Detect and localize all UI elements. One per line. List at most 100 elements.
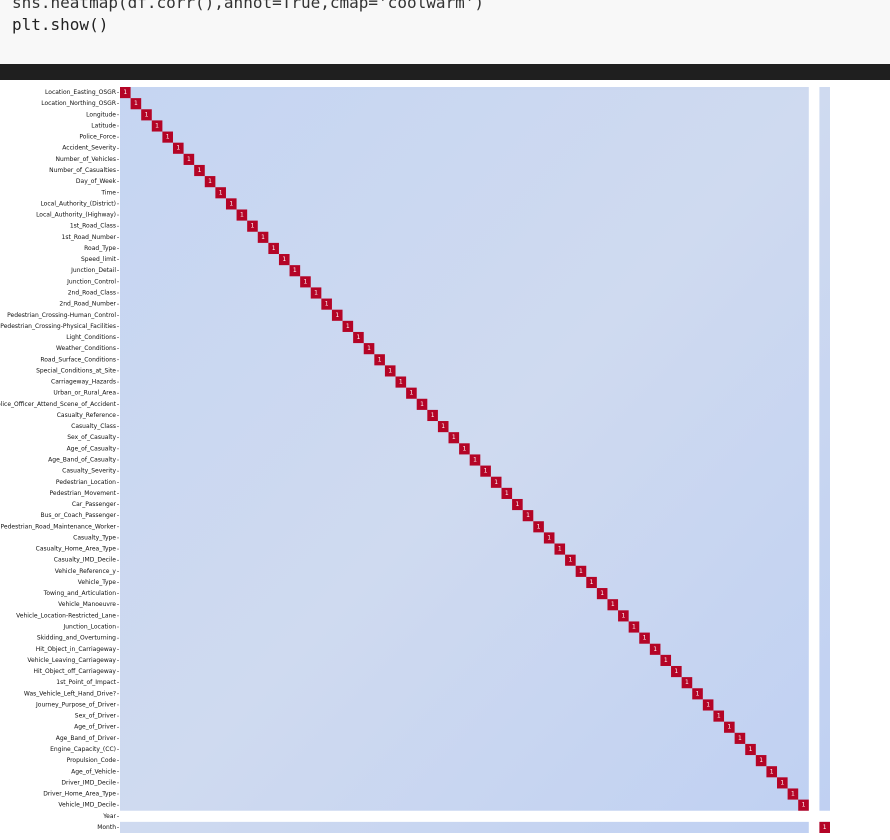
row-label: Pedestrian_Movement <box>50 490 117 497</box>
cell-annotation: 1 <box>802 802 806 809</box>
cell-annotation: 1 <box>611 601 615 608</box>
code-cell[interactable]: sns.heatmap(df.corr(),annot=True,cmap='c… <box>0 0 890 64</box>
diagonal-cell <box>660 654 672 666</box>
diagonal-cell <box>596 588 608 600</box>
row-label: Casualty_IMD_Decile <box>54 557 117 564</box>
diagonal-cell <box>713 710 725 722</box>
cell-annotation: 1 <box>494 479 498 486</box>
row-label: Sex_of_Casualty <box>67 434 116 441</box>
diagonal-cell <box>607 599 619 611</box>
diagonal-cell <box>437 421 449 433</box>
diagonal-cell <box>586 576 597 589</box>
cell-annotation: 1 <box>558 546 562 553</box>
diagonal-cell <box>384 365 396 377</box>
row-label: Junction_Detail <box>70 267 116 274</box>
row-label: Age_Band_of_Casualty <box>48 457 116 464</box>
cell-annotation: 1 <box>590 579 594 586</box>
row-label: Junction_Location <box>62 624 116 631</box>
blank-row <box>120 810 830 822</box>
diagonal-cell <box>787 788 799 800</box>
diagonal-cell <box>204 176 216 188</box>
diagonal-cell <box>300 276 311 288</box>
diagonal-cell <box>702 699 714 711</box>
diagonal-cell <box>459 443 470 455</box>
diagonal-cell <box>575 565 587 577</box>
cell-annotation: 1 <box>505 490 509 497</box>
row-label: Vehicle_Location-Restricted_Lane <box>16 612 116 619</box>
diagonal-cell <box>310 287 322 299</box>
cell-annotation: 1 <box>134 100 138 107</box>
cell-annotation: 1 <box>452 434 456 441</box>
cell-annotation: 1 <box>399 379 403 386</box>
row-label: Carriageway_Hazards <box>51 379 116 386</box>
diagonal-cell <box>194 164 205 177</box>
cell-annotation: 1 <box>357 334 361 341</box>
cell-annotation: 1 <box>537 523 541 530</box>
diagonal-cell <box>798 799 809 811</box>
cell-annotation: 1 <box>749 746 753 753</box>
cell-annotation: 1 <box>198 167 202 174</box>
diagonal-cell <box>554 543 566 555</box>
cell-annotation: 1 <box>632 624 636 631</box>
code-line: sns.heatmap(df.corr(),annot=True,cmap='c… <box>12 0 485 12</box>
row-label: Casualty_Class <box>71 423 116 430</box>
row-label: Car_Passenger <box>72 501 117 508</box>
diagonal-cell <box>321 298 332 310</box>
cell-annotation: 1 <box>123 89 127 96</box>
row-label: 2nd_Road_Class <box>68 289 116 296</box>
diagonal-cell <box>681 677 693 689</box>
diagonal-cell <box>427 409 438 422</box>
cell-annotation: 1 <box>145 111 149 118</box>
cell-annotation: 1 <box>717 713 721 720</box>
cell-annotation: 1 <box>484 468 488 475</box>
row-label: Police_Force <box>79 134 116 141</box>
row-label: Casualty_Severity <box>62 468 116 475</box>
row-label: Was_Vehicle_Left_Hand_Drive? <box>24 690 116 697</box>
row-label: Age_of_Vehicle <box>71 768 116 775</box>
row-label: Pedestrian_Road_Maintenance_Worker <box>0 523 116 530</box>
cell-annotation: 1 <box>420 401 424 408</box>
row-label: 1st_Road_Number <box>62 234 117 241</box>
row-label: Year <box>102 813 116 820</box>
diagonal-cell <box>289 265 301 277</box>
row-label: Road_Type <box>84 245 116 252</box>
row-label: Location_Easting_OSGR <box>45 89 116 96</box>
row-label: Light_Conditions <box>66 334 116 341</box>
diagonal-cell <box>268 242 279 255</box>
row-label: Age_Band_of_Driver <box>56 735 117 742</box>
cell-annotation: 1 <box>293 267 297 274</box>
diagonal-cell <box>522 510 534 522</box>
row-label: Weather_Conditions <box>56 345 116 352</box>
diagonal-cell <box>671 665 682 678</box>
row-label: Casualty_Type <box>73 534 116 541</box>
diagonal-cell <box>734 732 746 744</box>
cell-annotation: 1 <box>176 145 180 152</box>
row-label: Vehicle_Reference_y <box>55 568 117 575</box>
cell-annotation: 1 <box>515 501 519 508</box>
row-label: Pedestrian_Crossing-Human_Control <box>7 312 116 319</box>
row-label: Sex_of_Driver <box>75 713 117 720</box>
cell-annotation: 1 <box>579 568 583 575</box>
cell-annotation: 1 <box>261 234 265 241</box>
cell-annotation: 1 <box>410 390 414 397</box>
row-label: Engine_Capacity_(CC) <box>50 746 116 753</box>
cell-annotation: 1 <box>208 178 212 185</box>
diagonal-cell <box>512 498 523 511</box>
cell-separator <box>0 64 890 80</box>
row-label: Local_Authority_(District) <box>40 200 116 207</box>
cell-annotation: 1 <box>441 423 445 430</box>
cell-annotation: 1 <box>621 612 625 619</box>
cell-annotation: 1 <box>166 134 170 141</box>
cell-annotation: 1 <box>674 668 678 675</box>
diagonal-cell <box>406 387 417 399</box>
diagonal-cell <box>162 131 173 143</box>
cell-annotation: 1 <box>526 512 530 519</box>
cell-annotation: 1 <box>780 779 784 786</box>
cell-annotation: 1 <box>791 791 795 798</box>
row-label: Casualty_Reference <box>57 412 117 419</box>
diagonal-cell <box>247 220 258 232</box>
diagonal-cell <box>141 109 152 121</box>
diagonal-cell <box>501 487 513 499</box>
diagonal-cell <box>490 476 502 488</box>
cell-annotation: 1 <box>823 824 827 831</box>
